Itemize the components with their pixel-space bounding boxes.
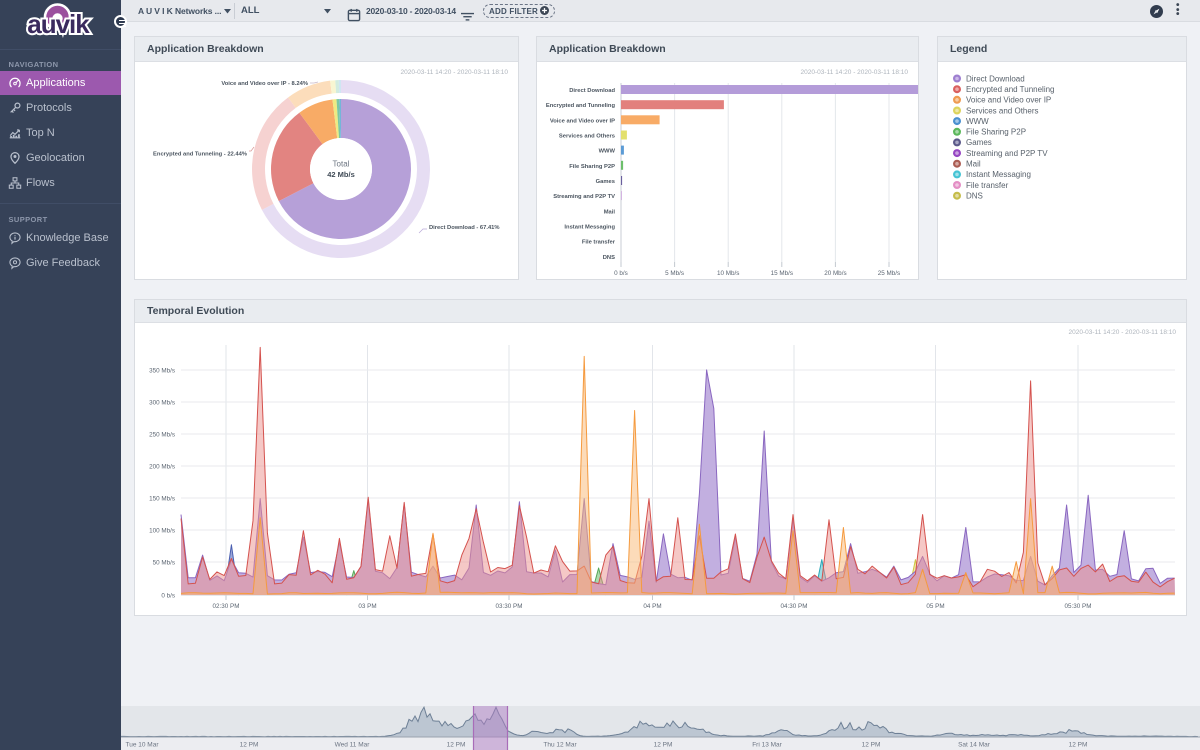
svg-text:Direct Download: Direct Download xyxy=(966,74,1025,83)
svg-text:Mail: Mail xyxy=(604,209,616,215)
svg-text:05:30 PM: 05:30 PM xyxy=(1065,603,1092,610)
svg-text:03 PM: 03 PM xyxy=(358,603,376,610)
svg-text:250 Mb/s: 250 Mb/s xyxy=(149,431,175,438)
svg-text:Direct Download - 67.41%: Direct Download - 67.41% xyxy=(429,225,500,231)
svg-text:42 Mb/s: 42 Mb/s xyxy=(327,170,355,179)
svg-text:150 Mb/s: 150 Mb/s xyxy=(149,495,175,502)
svg-text:Games: Games xyxy=(966,138,992,147)
svg-text:0 b/s: 0 b/s xyxy=(614,270,628,277)
svg-text:12 PM: 12 PM xyxy=(1069,742,1088,749)
svg-text:12 PM: 12 PM xyxy=(447,742,466,749)
svg-text:Tue 10 Mar: Tue 10 Mar xyxy=(126,742,160,749)
svg-text:DNS: DNS xyxy=(966,192,983,201)
svg-text:DNS: DNS xyxy=(603,255,615,261)
svg-text:50 Mb/s: 50 Mb/s xyxy=(153,559,175,566)
svg-text:300 Mb/s: 300 Mb/s xyxy=(149,399,175,406)
svg-text:Voice and Video over IP: Voice and Video over IP xyxy=(966,96,1051,105)
svg-text:File transfer: File transfer xyxy=(966,181,1009,190)
svg-text:Streaming and P2P TV: Streaming and P2P TV xyxy=(966,149,1048,158)
svg-text:05 PM: 05 PM xyxy=(926,603,944,610)
svg-text:20 Mb/s: 20 Mb/s xyxy=(824,270,846,277)
svg-text:File Sharing P2P: File Sharing P2P xyxy=(966,128,1026,137)
svg-text:File transfer: File transfer xyxy=(582,240,616,246)
svg-text:12 PM: 12 PM xyxy=(654,742,673,749)
svg-text:Instant Messaging: Instant Messaging xyxy=(564,224,615,230)
svg-text:Fri 13 Mar: Fri 13 Mar xyxy=(752,742,782,749)
svg-text:5 Mb/s: 5 Mb/s xyxy=(665,270,684,277)
svg-text:Games: Games xyxy=(596,179,615,185)
svg-text:Direct Download: Direct Download xyxy=(569,88,615,94)
svg-text:Instant Messaging: Instant Messaging xyxy=(966,170,1031,179)
svg-text:Encrypted and Tunneling - 22.4: Encrypted and Tunneling - 22.44% xyxy=(153,152,247,158)
svg-text:12 PM: 12 PM xyxy=(240,742,259,749)
svg-text:Mail: Mail xyxy=(966,160,981,169)
svg-text:File Sharing P2P: File Sharing P2P xyxy=(569,164,615,170)
svg-text:Services and Others: Services and Others xyxy=(966,106,1038,115)
svg-text:10 Mb/s: 10 Mb/s xyxy=(717,270,739,277)
svg-text:WWW: WWW xyxy=(599,149,616,155)
svg-text:15 Mb/s: 15 Mb/s xyxy=(771,270,793,277)
svg-text:Services and Others: Services and Others xyxy=(559,134,615,140)
svg-text:Thu 12 Mar: Thu 12 Mar xyxy=(543,742,577,749)
svg-text:04 PM: 04 PM xyxy=(643,603,661,610)
svg-text:Streaming and P2P TV: Streaming and P2P TV xyxy=(553,194,615,200)
svg-text:200 Mb/s: 200 Mb/s xyxy=(149,463,175,470)
svg-text:25 Mb/s: 25 Mb/s xyxy=(878,270,900,277)
svg-text:02:30 PM: 02:30 PM xyxy=(213,603,240,610)
svg-text:Voice and Video over IP - 8.24: Voice and Video over IP - 8.24% xyxy=(221,81,308,87)
svg-text:Encrypted and Tunneling: Encrypted and Tunneling xyxy=(546,103,616,109)
svg-text:Wed 11 Mar: Wed 11 Mar xyxy=(335,742,371,749)
svg-text:auvik: auvik xyxy=(27,9,90,39)
svg-text:100 Mb/s: 100 Mb/s xyxy=(149,527,175,534)
svg-text:04:30 PM: 04:30 PM xyxy=(781,603,808,610)
svg-text:350 Mb/s: 350 Mb/s xyxy=(149,367,175,374)
svg-text:Encrypted and Tunneling: Encrypted and Tunneling xyxy=(966,85,1055,94)
svg-text:12 PM: 12 PM xyxy=(862,742,881,749)
svg-text:Voice and Video over IP: Voice and Video over IP xyxy=(550,118,615,124)
svg-text:Sat 14 Mar: Sat 14 Mar xyxy=(958,742,991,749)
svg-text:WWW: WWW xyxy=(966,117,989,126)
svg-text:Total: Total xyxy=(333,160,350,169)
svg-text:0 b/s: 0 b/s xyxy=(161,592,175,599)
svg-text:03:30 PM: 03:30 PM xyxy=(496,603,523,610)
